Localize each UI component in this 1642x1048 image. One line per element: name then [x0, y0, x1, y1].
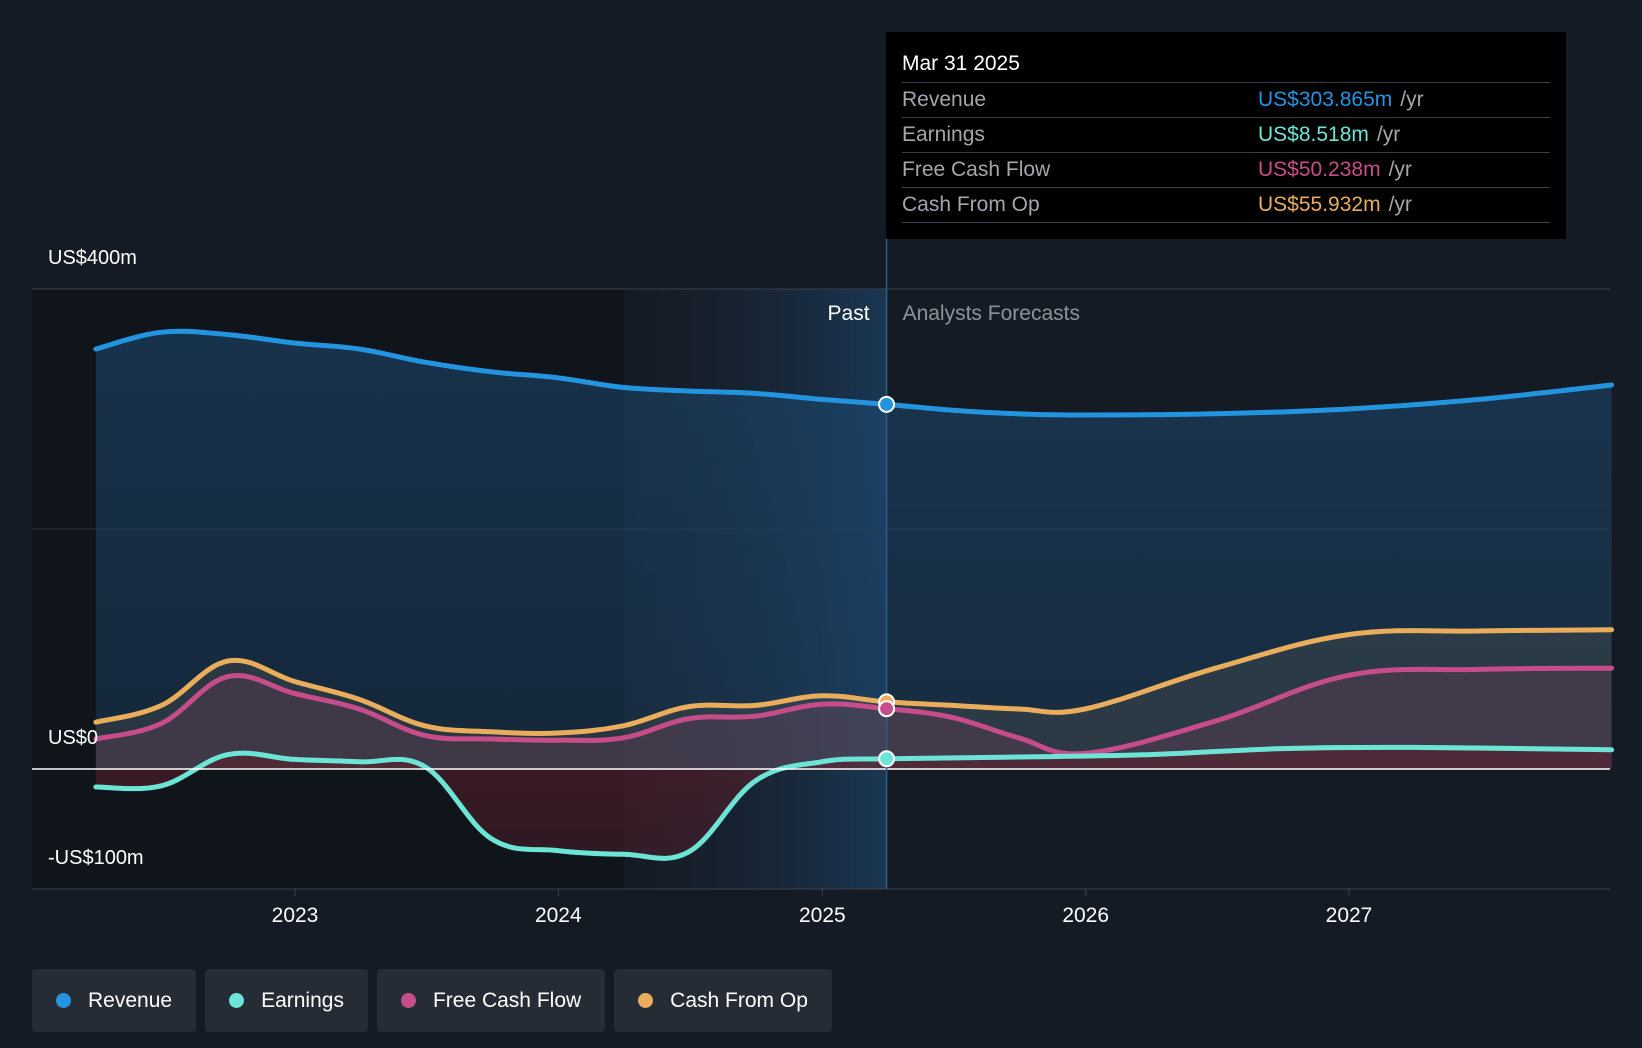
legend-item-earnings[interactable]: Earnings [205, 969, 368, 1032]
tooltip-unit: /yr [1400, 88, 1424, 111]
legend-label: Revenue [88, 988, 173, 1012]
legend: Revenue Earnings Free Cash Flow Cash Fro… [32, 969, 832, 1032]
past-label: Past [828, 302, 870, 325]
legend-label: Cash From Op [670, 988, 808, 1012]
legend-dot-icon [638, 993, 654, 1008]
legend-dot-icon [229, 993, 245, 1008]
y-axis-label: -US$100m [48, 847, 144, 869]
legend-dot-icon [400, 993, 416, 1008]
x-axis-label: 2024 [535, 904, 582, 927]
y-axis-label: US$0 [48, 727, 98, 749]
tooltip-unit: /yr [1388, 158, 1412, 181]
tooltip-value: US$303.865m [1258, 88, 1393, 111]
cash-from-op-line [93, 627, 1615, 736]
earnings-line [93, 744, 1615, 861]
tooltip-value: US$55.932m [1258, 193, 1381, 216]
revenue-marker [878, 395, 896, 413]
tooltip-unit: /yr [1376, 123, 1401, 146]
legend-item-cash-from-op[interactable]: Cash From Op [614, 969, 832, 1032]
earnings-marker [878, 750, 896, 768]
tooltip-row-cash-from-op: Cash From Op US$55.932m /yr [902, 187, 1550, 223]
x-axis-label: 2026 [1062, 904, 1109, 927]
legend-item-revenue[interactable]: Revenue [32, 969, 197, 1032]
x-axis-label: 2027 [1326, 904, 1373, 927]
legend-dot-icon [56, 993, 71, 1008]
legend-label: Free Cash Flow [432, 988, 582, 1012]
earnings-area [95, 747, 1612, 859]
tooltip-label: Cash From Op [902, 193, 1040, 216]
free-cash-flow-line [93, 665, 1615, 757]
tooltip-label: Earnings [902, 123, 985, 146]
x-axis-label: 2023 [272, 904, 319, 927]
tooltip: Mar 31 2025 Revenue US$303.865m /yr Earn… [886, 32, 1566, 239]
free-cash-flow-marker [878, 700, 896, 718]
tooltip-date: Mar 31 2025 [902, 52, 1020, 75]
tooltip-row-earnings: Earnings US$8.518m /yr [902, 117, 1550, 152]
tooltip-row-revenue: Revenue US$303.865m /yr [902, 82, 1550, 117]
tooltip-value: US$50.238m [1258, 158, 1381, 181]
tooltip-unit: /yr [1388, 193, 1412, 216]
revenue-area [95, 331, 1612, 769]
free-cash-flow-area [95, 668, 1612, 769]
legend-item-free-cash-flow[interactable]: Free Cash Flow [376, 969, 606, 1032]
legend-label: Earnings [261, 988, 344, 1012]
forecast-label: Analysts Forecasts [903, 302, 1080, 325]
tooltip-label: Free Cash Flow [902, 158, 1051, 181]
tooltip-value: US$8.518m [1258, 123, 1369, 146]
x-axis-label: 2025 [799, 904, 846, 927]
revenue-line [93, 328, 1615, 418]
tooltip-label: Revenue [902, 88, 987, 111]
tooltip-row-free-cash-flow: Free Cash Flow US$50.238m /yr [902, 152, 1550, 187]
y-axis-label: US$400m [48, 247, 137, 269]
